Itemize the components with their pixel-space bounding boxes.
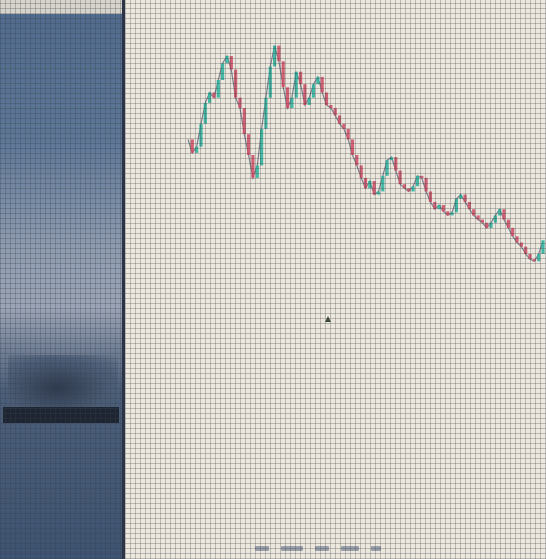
chart-area[interactable] — [125, 0, 546, 559]
candle — [433, 202, 436, 209]
candle — [451, 212, 454, 215]
candle — [191, 139, 194, 153]
candle — [264, 98, 267, 129]
candle — [282, 61, 285, 87]
candle — [238, 98, 241, 108]
candle — [277, 46, 280, 62]
candle — [524, 247, 527, 254]
sidebar-label[interactable] — [3, 407, 119, 423]
candle — [212, 93, 215, 98]
candle — [442, 205, 445, 211]
candle — [299, 72, 302, 85]
candle — [446, 211, 449, 215]
sidebar-panel — [0, 0, 122, 559]
x-tick — [371, 546, 381, 551]
candle — [464, 195, 467, 202]
candle — [316, 77, 319, 84]
candle — [403, 184, 406, 188]
candle — [407, 188, 410, 191]
candle — [308, 98, 311, 105]
candle — [217, 80, 220, 98]
candle — [494, 215, 497, 222]
candle — [528, 254, 531, 259]
candle — [377, 192, 380, 195]
price-chart — [125, 0, 546, 559]
candle — [541, 240, 544, 254]
candle — [260, 129, 263, 166]
candle — [321, 77, 324, 93]
candle — [502, 209, 505, 219]
candle — [360, 165, 363, 178]
candle — [438, 205, 441, 209]
candle — [347, 129, 350, 139]
candle — [247, 134, 250, 155]
x-tick — [315, 546, 329, 551]
candle — [511, 228, 514, 236]
sidebar-top-strip — [0, 0, 122, 14]
candle — [399, 171, 402, 185]
candle — [533, 259, 536, 261]
candle — [334, 108, 337, 115]
candle — [477, 215, 480, 219]
candle — [355, 155, 358, 165]
candle — [455, 199, 458, 213]
candle — [498, 209, 501, 215]
candle — [520, 243, 523, 247]
candle — [394, 157, 397, 171]
candle — [290, 98, 293, 108]
candle — [429, 192, 432, 202]
candle — [312, 84, 315, 98]
candle — [204, 103, 207, 124]
candle — [386, 160, 389, 176]
candle — [269, 67, 272, 98]
candle — [251, 155, 254, 178]
x-tick — [255, 546, 269, 551]
candle — [425, 178, 428, 192]
x-axis-ticks — [255, 546, 381, 558]
candle — [351, 139, 354, 155]
candle — [208, 93, 211, 103]
candle — [412, 186, 415, 191]
candle — [472, 209, 475, 215]
candle — [221, 63, 224, 80]
sidebar-thumbnail — [8, 355, 118, 410]
candle — [420, 176, 423, 178]
candle — [295, 72, 298, 98]
candle — [286, 87, 289, 108]
candle — [390, 157, 393, 160]
candle — [303, 84, 306, 105]
candle — [243, 108, 246, 134]
cursor-icon — [325, 316, 331, 322]
candle — [537, 254, 540, 261]
x-tick — [341, 546, 359, 551]
candle — [489, 223, 492, 228]
candle — [199, 124, 202, 147]
candle — [273, 46, 276, 67]
candle — [364, 178, 367, 188]
series-line — [188, 46, 543, 262]
x-tick — [281, 546, 303, 551]
candle — [507, 220, 510, 228]
candle — [230, 56, 233, 70]
candle — [373, 181, 376, 195]
candle — [342, 124, 345, 129]
candle — [485, 223, 488, 228]
candle — [416, 176, 419, 186]
candle — [225, 56, 228, 63]
candle — [515, 236, 518, 242]
candle — [468, 202, 471, 209]
candle — [256, 165, 259, 178]
candle — [368, 181, 371, 188]
candle — [481, 220, 484, 223]
candle — [329, 105, 332, 108]
candle — [325, 93, 328, 106]
candle — [381, 176, 384, 192]
candle — [234, 70, 237, 98]
candle — [338, 115, 341, 123]
candle — [195, 147, 198, 153]
candle — [459, 195, 462, 199]
